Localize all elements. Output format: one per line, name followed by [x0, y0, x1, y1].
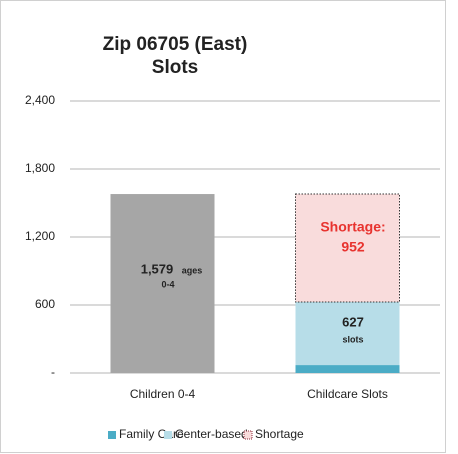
bar-segment — [110, 194, 215, 373]
y-tick-label: 600 — [35, 297, 55, 311]
data-label-unit: 0-4 — [161, 279, 174, 289]
data-label: 1,579 — [141, 261, 174, 276]
x-tick-label: Children 0-4 — [130, 387, 196, 401]
legend-swatch — [243, 430, 253, 440]
legend-swatch — [108, 431, 116, 439]
y-tick-label: 1,800 — [25, 161, 55, 175]
annotation: Shortage: — [320, 219, 385, 235]
legend-label: Center-based — [175, 427, 248, 441]
annotation: 627 — [342, 314, 364, 329]
bar-segment — [295, 193, 400, 303]
legend-label: Shortage — [255, 427, 304, 441]
bar-segment — [295, 365, 400, 373]
chart-title: Slots — [152, 57, 198, 78]
annotation: slots — [342, 334, 363, 344]
y-tick-label: 2,400 — [25, 93, 55, 107]
legend-swatch — [164, 431, 172, 439]
bar-segment — [295, 301, 400, 366]
y-tick-label: 1,200 — [25, 229, 55, 243]
chart-title: Zip 06705 (East) — [103, 34, 248, 55]
data-label: 952 — [341, 239, 365, 255]
data-label-unit: ages — [182, 265, 203, 275]
x-tick-label: Childcare Slots — [307, 387, 388, 401]
y-tick-label: - — [51, 365, 55, 379]
